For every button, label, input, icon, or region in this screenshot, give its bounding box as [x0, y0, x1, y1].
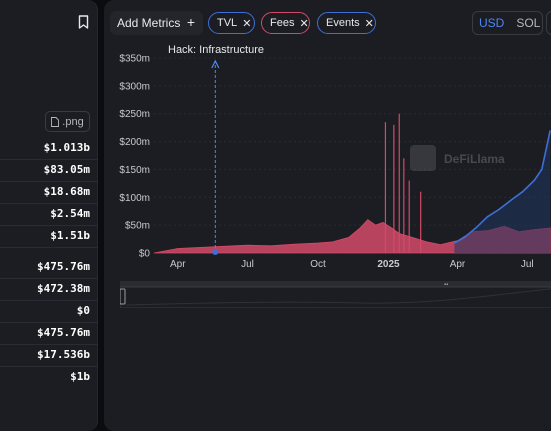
- tvl-series-line: [454, 130, 551, 244]
- watermark-logo: [410, 145, 436, 171]
- chart-range-slider[interactable]: ▪▪: [120, 281, 551, 308]
- export-png-button[interactable]: .png: [45, 111, 90, 132]
- chip-label: TVL: [217, 17, 238, 29]
- currency-toggle: USD SOL: [472, 11, 543, 35]
- stat-value: $0: [76, 304, 90, 317]
- metric-chip-fees[interactable]: Fees ✕: [261, 12, 310, 34]
- chart-panel: Add Metrics + TVL ✕ Fees ✕ Events ✕ USD …: [104, 0, 551, 431]
- stat-row: $2.54m: [0, 204, 98, 226]
- bookmark-icon[interactable]: [78, 15, 89, 29]
- stat-value: $472.38m: [37, 282, 90, 295]
- stat-value: $1.013b: [43, 141, 90, 154]
- stat-row: $18.68m: [0, 182, 98, 204]
- close-icon[interactable]: ✕: [364, 17, 374, 30]
- x-tick-label: 2025: [377, 259, 400, 270]
- stat-value: $17.536b: [37, 348, 90, 361]
- file-icon: [51, 116, 60, 127]
- stat-value: $2.54m: [50, 207, 90, 220]
- slider-window: [120, 286, 551, 308]
- stat-row: $17.536b: [0, 345, 98, 367]
- y-tick-label: $300m: [119, 81, 150, 92]
- event-marker-dot: [212, 249, 219, 255]
- slider-left-handle[interactable]: [120, 288, 126, 305]
- event-label: Hack: Infrastructure: [168, 44, 264, 56]
- stat-value: $18.68m: [43, 185, 90, 198]
- y-tick-label: $50m: [125, 221, 150, 232]
- currency-option-sol[interactable]: SOL: [516, 16, 541, 30]
- stat-value: $475.76m: [37, 260, 90, 273]
- x-tick-label: Oct: [310, 259, 326, 270]
- stat-value: $1b: [70, 370, 90, 383]
- export-png-label: .png: [62, 115, 84, 128]
- y-tick-label: $150m: [119, 165, 150, 176]
- slider-track-top: [120, 281, 551, 287]
- y-tick-label: $250m: [119, 109, 150, 120]
- event-marker-arrow: [211, 59, 220, 69]
- add-metrics-label: Add Metrics: [117, 16, 181, 30]
- add-metrics-button[interactable]: Add Metrics +: [110, 11, 203, 35]
- metric-chip-tvl[interactable]: TVL ✕: [208, 12, 255, 34]
- y-tick-label: $0: [139, 249, 151, 260]
- tvl-series-area: [454, 130, 551, 253]
- y-tick-label: $200m: [119, 137, 150, 148]
- stat-row: $475.76m: [0, 257, 98, 279]
- stat-value: $475.76m: [37, 326, 90, 339]
- stats-panel: .png $1.013b $83.05m $18.68m $2.54m $1.5…: [0, 0, 98, 431]
- stat-row: $475.76m: [0, 323, 98, 345]
- currency-option-usd[interactable]: USD: [479, 16, 505, 30]
- stat-row: $0: [0, 301, 98, 323]
- stat-row: $1b: [0, 367, 98, 389]
- chip-label: Events: [326, 17, 360, 29]
- chart-canvas[interactable]: $0 $50m $100m $150m $200m $250m $300m $350m Apr J…: [104, 0, 551, 275]
- stat-value: $83.05m: [43, 163, 90, 176]
- x-tick-label: Apr: [450, 259, 466, 270]
- slider-grip-icon[interactable]: ▪▪: [444, 282, 448, 288]
- x-tick-label: Jul: [241, 259, 254, 270]
- plus-icon: +: [186, 14, 195, 30]
- slider-preview-line: [125, 288, 551, 306]
- x-tick-label: Apr: [170, 259, 186, 270]
- stat-row: $1.013b: [0, 138, 98, 160]
- close-icon[interactable]: ✕: [242, 17, 252, 30]
- metric-chip-events[interactable]: Events ✕: [317, 12, 376, 34]
- stat-row: $472.38m: [0, 279, 98, 301]
- chip-label: Fees: [270, 17, 295, 29]
- watermark-text: DeFiLlama: [444, 152, 505, 166]
- y-tick-label: $350m: [119, 54, 150, 65]
- stat-value: $1.51b: [50, 229, 90, 242]
- close-icon[interactable]: ✕: [299, 17, 309, 30]
- y-tick-label: $100m: [119, 193, 150, 204]
- stat-row: $83.05m: [0, 160, 98, 182]
- stat-row: $1.51b: [0, 226, 98, 248]
- x-tick-label: Jul: [521, 259, 534, 270]
